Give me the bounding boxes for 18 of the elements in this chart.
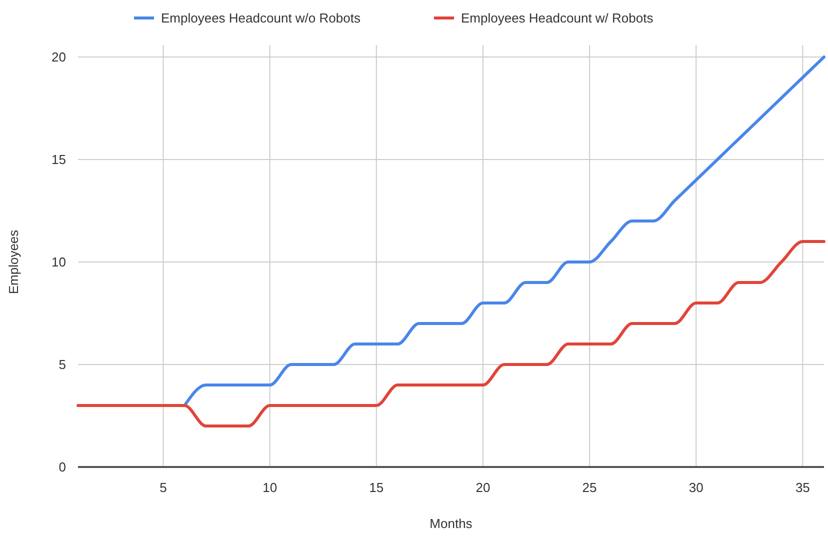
legend-label: Employees Headcount w/ Robots — [461, 10, 654, 26]
line-series — [76, 240, 826, 428]
line-series — [183, 56, 826, 407]
x-tick-label: 15 — [369, 480, 384, 495]
y-tick-label: 10 — [52, 254, 66, 270]
x-tick-label: 10 — [262, 480, 278, 495]
y-tick-label: 15 — [52, 152, 66, 168]
x-tick-label: 35 — [795, 480, 810, 495]
x-tick-label: 30 — [688, 480, 704, 495]
y-axis-title: Employees — [6, 229, 21, 294]
legend-label: Employees Headcount w/o Robots — [161, 10, 361, 26]
x-tick-label: 20 — [476, 480, 490, 495]
x-axis-title: Months — [430, 516, 473, 531]
x-tick-label: 5 — [160, 480, 167, 495]
x-tick-label: 25 — [582, 480, 597, 495]
y-tick-label: 5 — [58, 357, 66, 372]
y-tick-label: 0 — [58, 460, 66, 475]
y-tick-label: 20 — [52, 50, 66, 65]
